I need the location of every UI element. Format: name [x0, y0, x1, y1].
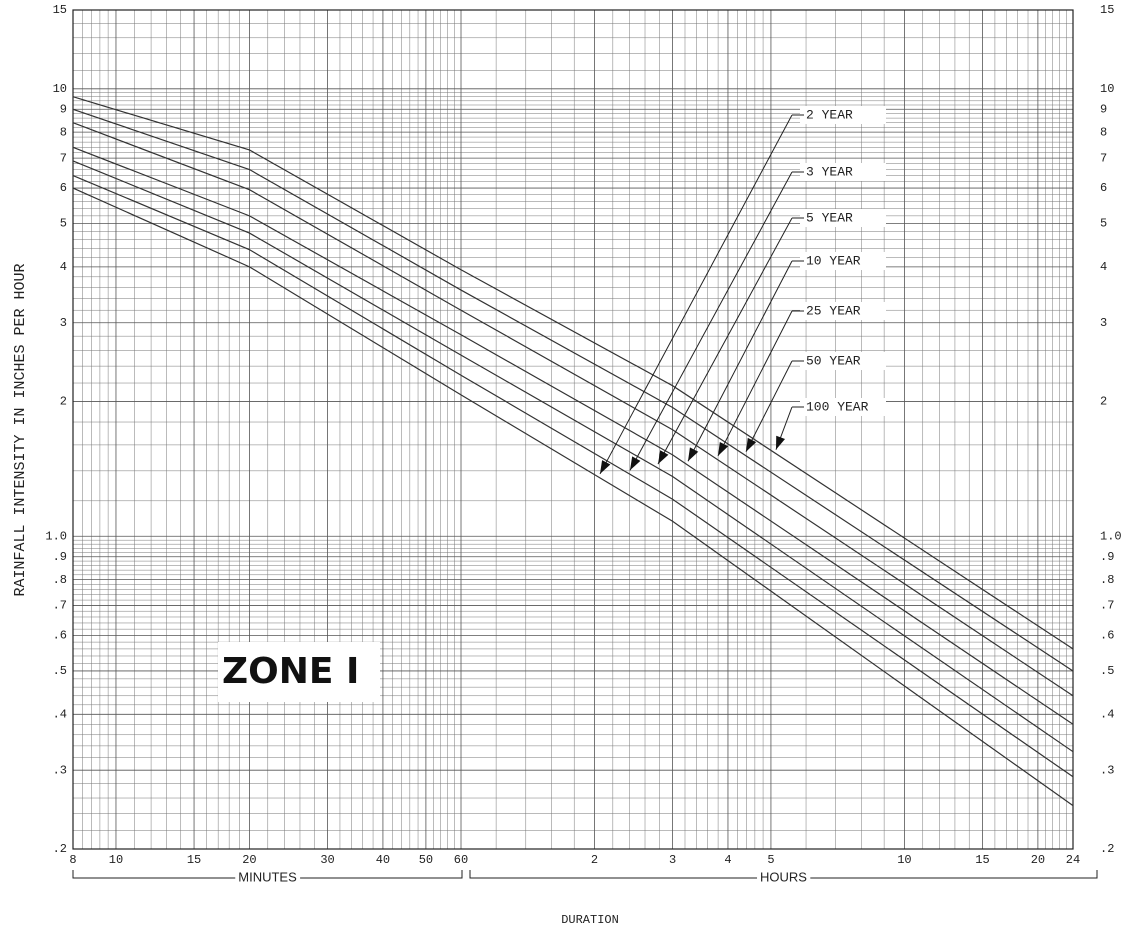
x-tick-label: 60: [454, 853, 468, 867]
x-tick-label: 8: [69, 853, 76, 867]
y-tick-label: 5: [60, 217, 67, 231]
y-axis-label: RAINFALL INTENSITY IN INCHES PER HOUR: [12, 263, 29, 596]
series-line: [72, 174, 1074, 778]
y-tick-label-right: .8: [1100, 573, 1114, 587]
leader-line: [657, 217, 793, 465]
arrowhead: [746, 437, 757, 452]
label-box: [800, 398, 886, 416]
y-tick-label: 7: [60, 151, 67, 165]
x-tick-label: 20: [1031, 853, 1045, 867]
y-tick-label: 1.0: [45, 529, 67, 543]
y-tick-label-right: 10: [1100, 82, 1114, 96]
bracket-gap: [757, 869, 811, 885]
y-tick-label: 10: [53, 82, 67, 96]
y-tick-label: .8: [53, 573, 67, 587]
label-box: [800, 163, 886, 181]
series-label: 2 YEAR: [806, 107, 853, 122]
arrowhead: [658, 450, 669, 465]
x-tick-label: 3: [669, 853, 676, 867]
y-tick-label-right: .4: [1100, 707, 1114, 721]
series-label: 10 YEAR: [806, 253, 861, 268]
leader-line: [629, 171, 793, 471]
y-tick-label-right: .9: [1100, 550, 1114, 564]
y-tick-label-right: .2: [1100, 842, 1114, 856]
x-tick-label: 24: [1066, 853, 1080, 867]
y-tick-label: 2: [60, 395, 67, 409]
x-tick-label: 50: [419, 853, 433, 867]
series-label: 25 YEAR: [806, 303, 861, 318]
series-label: 5 YEAR: [806, 210, 853, 225]
series-line: [72, 108, 1074, 672]
arrowhead: [600, 460, 611, 474]
series-line: [72, 160, 1074, 753]
plot-frame: [72, 9, 1074, 850]
series-label: 3 YEAR: [806, 164, 853, 179]
y-tick-label-right: 5: [1100, 217, 1107, 231]
leader-line: [687, 260, 793, 462]
arrowhead: [630, 456, 641, 471]
y-tick-label-right: 7: [1100, 151, 1107, 165]
bracket-gap: [235, 869, 301, 885]
y-tick-label-right: .3: [1100, 763, 1114, 777]
series-line: [72, 187, 1074, 807]
y-tick-label-right: .6: [1100, 629, 1114, 643]
y-tick-label: .9: [53, 550, 67, 564]
y-tick-label: .3: [53, 763, 67, 777]
y-tick-label: 15: [53, 3, 67, 17]
x-tick-label: 15: [187, 853, 201, 867]
label-box: [800, 209, 886, 227]
y-tick-label: .5: [53, 664, 67, 678]
y-tick-label: 6: [60, 181, 67, 195]
x-tick-label: 2: [591, 853, 598, 867]
y-tick-label-right: .7: [1100, 599, 1114, 613]
x-tick-label: 4: [724, 853, 731, 867]
x-tick-label: 20: [242, 853, 256, 867]
x-tick-label: 5: [767, 853, 774, 867]
y-tick-label: .6: [53, 629, 67, 643]
y-tick-label-right: 8: [1100, 125, 1107, 139]
x-axis-label: DURATION: [561, 913, 619, 927]
series-line: [72, 146, 1074, 725]
x-tick-label: 10: [109, 853, 123, 867]
series-line: [72, 122, 1074, 697]
y-tick-label-right: .5: [1100, 664, 1114, 678]
label-box: [800, 252, 886, 270]
y-tick-label-right: 6: [1100, 181, 1107, 195]
y-tick-label-right: 9: [1100, 102, 1107, 116]
leader-line: [599, 114, 793, 475]
x-tick-label: 30: [320, 853, 334, 867]
arrowhead: [776, 435, 786, 450]
annotation: ZONE I: [222, 651, 359, 692]
y-tick-label-right: 4: [1100, 260, 1107, 274]
label-box: [800, 302, 886, 320]
leader-line: [717, 310, 793, 457]
leader-line: [745, 360, 793, 453]
x-group-label: MINUTES: [238, 869, 297, 884]
y-tick-label: 4: [60, 260, 67, 274]
x-group-label: HOURS: [760, 869, 807, 884]
y-tick-label: 3: [60, 316, 67, 330]
x-tick-label: 40: [376, 853, 390, 867]
y-tick-label-right: 1.0: [1100, 529, 1122, 543]
y-tick-label: .4: [53, 707, 67, 721]
y-tick-label: 9: [60, 102, 67, 116]
y-tick-label-right: 2: [1100, 395, 1107, 409]
annotation-box: [218, 642, 380, 702]
arrowhead: [718, 442, 729, 456]
y-tick-label: 8: [60, 125, 67, 139]
y-tick-label: .7: [53, 599, 67, 613]
label-box: [800, 352, 886, 370]
x-tick-label: 10: [897, 853, 911, 867]
y-tick-label-right: 15: [1100, 3, 1114, 17]
x-tick-label: 15: [975, 853, 989, 867]
series-label: 50 YEAR: [806, 353, 861, 368]
y-tick-label: .2: [53, 842, 67, 856]
series-label: 100 YEAR: [806, 399, 869, 414]
label-box: [800, 106, 886, 124]
arrowhead: [688, 447, 699, 462]
series-line: [72, 96, 1074, 650]
y-tick-label-right: 3: [1100, 316, 1107, 330]
